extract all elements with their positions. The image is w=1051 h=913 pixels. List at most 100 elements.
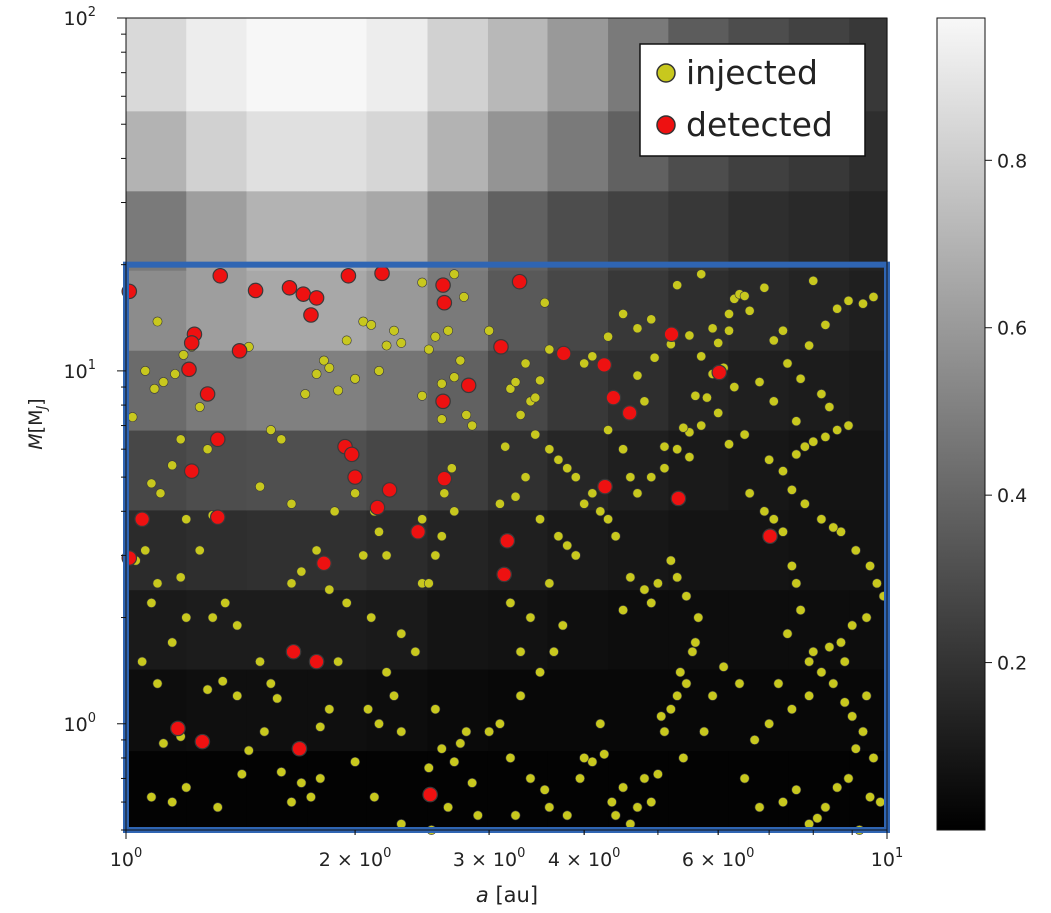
heatmap-cell-7-2 (247, 191, 308, 271)
injected-point-220 (618, 309, 627, 318)
injected-point-290 (869, 292, 878, 301)
injected-point-33 (159, 739, 168, 748)
detected-point-32 (500, 534, 514, 548)
injected-point-94 (424, 579, 433, 588)
injected-point-146 (545, 579, 554, 588)
detected-point-48 (292, 741, 306, 755)
injected-point-284 (778, 326, 787, 335)
injected-point-222 (588, 352, 597, 361)
injected-point-90 (334, 657, 343, 666)
injected-point-23 (168, 638, 177, 647)
injected-point-311 (804, 691, 813, 700)
colorbar-ticks: 0.20.40.60.8 (985, 150, 1027, 674)
heatmap-cell-9-1 (186, 18, 247, 111)
heatmap-cell-2-0 (126, 590, 187, 670)
injected-point-230 (778, 527, 787, 536)
injected-point-212 (724, 326, 733, 335)
injected-point-224 (697, 352, 706, 361)
injected-point-38 (213, 803, 222, 812)
injected-point-160 (511, 811, 520, 820)
injected-point-312 (840, 657, 849, 666)
injected-point-234 (783, 629, 792, 638)
heatmap-cell-2-5 (428, 590, 489, 670)
injected-point-84 (363, 705, 372, 714)
injected-point-47 (297, 778, 306, 787)
heatmap-cell-1-6 (488, 669, 548, 751)
injected-point-164 (588, 757, 597, 766)
x-tick-label-4: 6 × 100 (682, 846, 755, 871)
injected-point-299 (633, 371, 642, 380)
detected-point-31 (494, 340, 508, 354)
injected-point-252 (848, 712, 857, 721)
injected-point-175 (657, 712, 666, 721)
injected-point-171 (633, 803, 642, 812)
injected-point-190 (626, 573, 635, 582)
heatmap-cell-9-6 (488, 18, 548, 111)
injected-point-131 (535, 376, 544, 385)
injected-point-102 (437, 744, 446, 753)
injected-point-132 (540, 298, 549, 307)
injected-point-29 (218, 677, 227, 686)
injected-point-48 (306, 792, 315, 801)
injected-point-309 (740, 430, 749, 439)
injected-point-140 (511, 492, 520, 501)
injected-point-168 (611, 811, 620, 820)
injected-point-136 (531, 430, 540, 439)
detected-point-18 (185, 464, 199, 478)
heatmap-cell-1-2 (247, 669, 308, 751)
heatmap-cell-5-2 (247, 350, 308, 430)
x-axis-label: a [au] (476, 883, 538, 907)
heatmap-cell-3-10 (728, 510, 789, 590)
injected-point-188 (647, 598, 656, 607)
injected-point-75 (325, 585, 334, 594)
detected-point-19 (211, 510, 225, 524)
injected-point-92 (316, 722, 325, 731)
injected-point-208 (702, 393, 711, 402)
injected-point-276 (821, 432, 830, 441)
injected-point-135 (501, 442, 510, 451)
heatmap-cell-5-9 (668, 350, 729, 430)
injected-point-4 (159, 377, 168, 386)
heatmap-cell-4-5 (428, 430, 489, 510)
heatmap-cell-0-4 (366, 750, 428, 830)
injected-point-289 (858, 299, 867, 308)
injected-point-45 (277, 767, 286, 776)
injected-point-77 (297, 567, 306, 576)
injected-point-83 (389, 691, 398, 700)
injected-point-158 (540, 785, 549, 794)
x-axis-label-unit: [au] (495, 883, 538, 907)
injected-point-196 (580, 499, 589, 508)
injected-point-240 (778, 797, 787, 806)
injected-point-173 (647, 797, 656, 806)
detected-point-7 (341, 269, 355, 283)
detected-point-41 (671, 491, 685, 505)
injected-point-80 (397, 629, 406, 638)
injected-point-152 (558, 621, 567, 630)
heatmap-cell-7-3 (307, 191, 367, 271)
injected-point-216 (697, 270, 706, 279)
x-axis-ticks: 100 2 × 100 3 × 100 4 × 100 6 × 100 101 (110, 830, 903, 871)
y-tick-label-1: 101 (64, 358, 96, 383)
injected-point-306 (679, 423, 688, 432)
injected-point-60 (367, 320, 376, 329)
injected-point-16 (141, 546, 150, 555)
injected-point-167 (607, 797, 616, 806)
heatmap-cell-0-12 (849, 750, 887, 830)
injected-point-66 (397, 338, 406, 347)
detected-point-3 (282, 281, 296, 295)
heatmap-cell-6-7 (548, 270, 609, 351)
injected-point-243 (813, 814, 822, 823)
heatmap-cell-1-7 (548, 669, 609, 751)
injected-point-194 (596, 507, 605, 516)
detected-point-25 (370, 500, 384, 514)
detected-point-40 (598, 479, 612, 493)
injected-point-246 (844, 774, 853, 783)
detected-point-1 (213, 269, 227, 283)
injected-point-244 (821, 803, 830, 812)
injected-point-153 (516, 691, 525, 700)
injected-point-231 (787, 561, 796, 570)
heatmap-cell-2-6 (488, 590, 548, 670)
injected-point-109 (473, 811, 482, 820)
injected-point-65 (382, 341, 391, 350)
injected-point-36 (168, 797, 177, 806)
